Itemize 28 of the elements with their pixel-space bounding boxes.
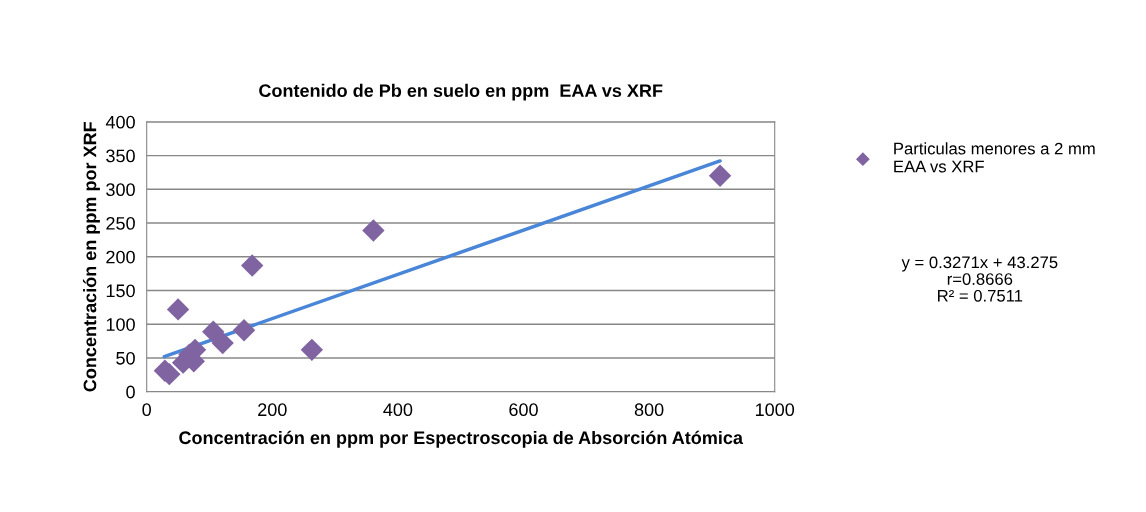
y-tick-label: 0 [126,385,135,399]
y-tick-label: 300 [106,183,135,197]
x-axis-title: Concentración en ppm por Espectroscopia de Absorción Atómica [179,430,744,448]
point [166,298,190,321]
x-tick-label: 800 [634,403,664,417]
x-tick-label: 400 [383,403,413,417]
point [232,319,256,342]
x-tick-label: 0 [142,403,151,417]
y-tick-label: 50 [116,351,135,365]
legend-label: Particulas menores a 2 mm EAA vs XRF [894,142,1095,173]
point [300,338,324,362]
point [241,254,264,277]
text: y = 0.3271x + 43.275 r=0.8666 R² = 0.7511 [901,256,1058,302]
point [708,164,732,188]
y-tick-label: 100 [106,318,135,331]
y-tick-label: 200 [106,250,135,264]
y-tick-label: 400 [105,115,135,129]
y-tick-label: 250 [106,216,135,230]
point [211,331,234,355]
y-axis-title: Concentración en ppm por XRF [82,122,100,392]
point [202,320,225,343]
chart-title: Contenido de Pb en suelo en ppm EAA vs XRF [259,83,663,101]
x-tick-label: 1000 [755,403,795,417]
y-tick-label: 150 [106,284,135,298]
y-tick-label: 350 [106,149,135,163]
x-tick-label: 600 [509,403,538,417]
point [362,219,385,242]
x-tick-label: 200 [258,403,287,417]
